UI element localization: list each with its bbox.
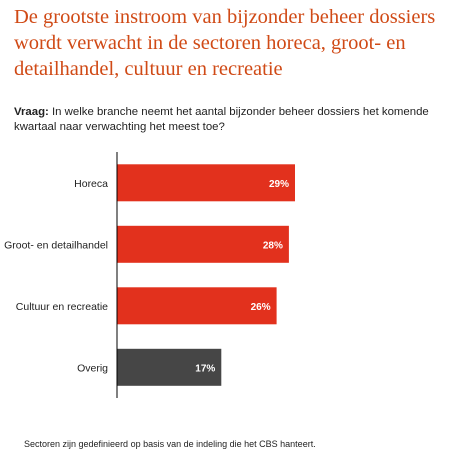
bar-1 [117, 225, 289, 263]
value-label-2: 26% [251, 302, 271, 313]
category-label-1: Groot- en detailhandel [4, 239, 108, 251]
question-label: Vraag: [14, 106, 49, 118]
category-label-0: Horeca [74, 178, 108, 190]
bar-chart-svg: Horeca 29% Groot- en detailhandel 28% Cultuu… [4, 152, 295, 398]
category-label-3: Overig [77, 362, 108, 374]
bar-2 [117, 287, 277, 325]
bar-3 [117, 348, 222, 386]
bar-0 [117, 164, 295, 202]
question-text: In welke branche neemt het aantal bijzon… [14, 106, 429, 133]
footnote: Sectoren zijn gedefinieerd op basis van … [24, 439, 316, 449]
value-label-1: 28% [263, 240, 283, 251]
category-label-2: Cultuur en recreatie [16, 301, 108, 313]
question: Vraag: In welke branche neemt het aantal… [14, 105, 454, 135]
page-title: De grootste instroom van bijzonder behee… [14, 6, 436, 80]
value-label-0: 29% [269, 179, 289, 190]
value-label-3: 17% [195, 363, 215, 374]
bar-chart: Horeca 29% Groot- en detailhandel 28% Cultuu… [0, 150, 468, 415]
